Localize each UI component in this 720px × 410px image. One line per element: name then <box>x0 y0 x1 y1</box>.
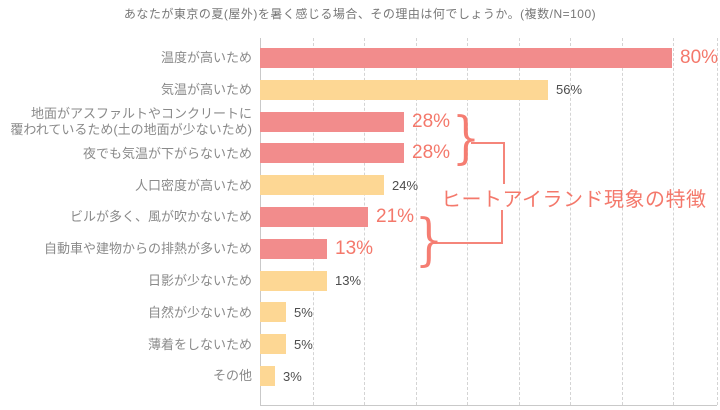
category-label: その他 <box>212 368 252 384</box>
gridline <box>415 38 417 405</box>
bar <box>260 48 672 68</box>
bar-value-label: 24% <box>392 177 419 193</box>
category-label: 夜でも気温が下がらないため <box>82 145 252 161</box>
gridline <box>717 38 718 405</box>
category-label: ビルが多く、風が吹かないため <box>69 209 252 225</box>
upper-brace: } <box>452 105 480 171</box>
bar-value-label: 13% <box>335 237 374 259</box>
bar-value-label: 80% <box>680 47 719 68</box>
category-label: 日影が少ないため <box>147 272 252 288</box>
category-label: 自動車や建物からの排熱が多いため <box>43 241 252 257</box>
bar-value-label: 5% <box>294 304 313 320</box>
bar-value-label: 28% <box>412 142 451 164</box>
category-label: 人口密度が高いため <box>134 177 252 193</box>
bar <box>260 111 404 132</box>
annotation-label: ヒートアイランド現象の特徴 <box>441 189 707 211</box>
bar <box>260 366 275 386</box>
bar-value-label: 3% <box>283 368 302 384</box>
category-label: 温度が高いため <box>160 50 252 66</box>
bar <box>260 143 404 164</box>
category-label: 地面がアスファルトやコンクリートに 覆われているため(土の地面が少ないため) <box>10 106 252 137</box>
category-label: 薄着をしないため <box>147 336 252 352</box>
bar <box>260 334 286 355</box>
gridline <box>673 38 674 405</box>
bar <box>260 302 286 323</box>
gridline <box>467 38 468 405</box>
chart-title: あなたが東京の夏(屋外)を暑く感じる場合、その理由は何でしょうか。(複数/N=1… <box>123 7 597 21</box>
category-label: 自然が少ないため <box>147 304 252 320</box>
bar <box>260 207 368 227</box>
gridline <box>570 38 571 405</box>
bar <box>260 175 384 196</box>
bar-value-label: 21% <box>376 206 415 227</box>
connector-line <box>501 210 503 244</box>
connector-line <box>503 142 505 184</box>
connector-line <box>432 242 503 244</box>
lower-brace: } <box>415 207 443 273</box>
gridline <box>518 38 520 405</box>
connector-line <box>471 142 505 144</box>
bar-value-label: 56% <box>556 82 583 98</box>
bar <box>260 270 327 291</box>
bar <box>260 238 327 259</box>
category-label: 気温が高いため <box>160 82 252 98</box>
bar-value-label: 28% <box>412 110 451 132</box>
bar-value-label: 5% <box>294 336 313 352</box>
gridline <box>621 38 623 405</box>
bar-value-label: 13% <box>335 273 362 289</box>
bar <box>260 79 548 100</box>
